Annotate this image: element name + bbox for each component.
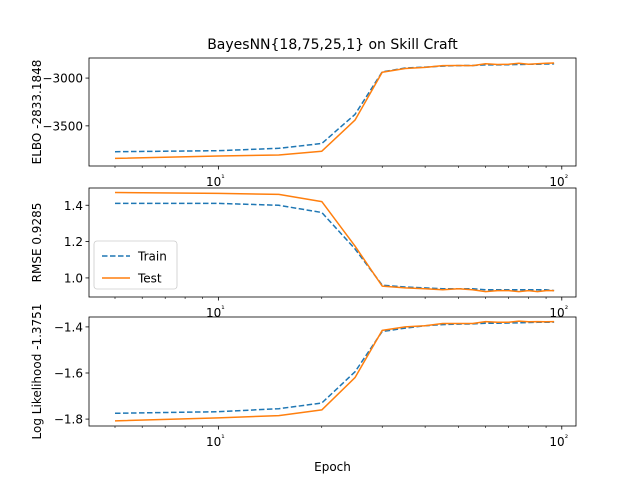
x-tick-label-base: 10 xyxy=(206,306,221,320)
x-tick-label-exponent: ¹ xyxy=(221,305,224,315)
y-tick-label: 1.0 xyxy=(64,271,83,285)
x-tick-label: 10² xyxy=(549,434,568,449)
chart-title: BayesNN{18,75,25,1} on Skill Craft xyxy=(207,37,458,53)
series-line-test xyxy=(114,62,555,160)
axes-frame xyxy=(88,187,577,298)
x-axis-label: Epoch xyxy=(314,460,351,474)
x-tick-label-exponent: ¹ xyxy=(221,174,224,184)
x-tick-label-exponent: ² xyxy=(565,434,568,444)
y-tick-label: −3500 xyxy=(42,119,83,133)
y-tick-label: 1.2 xyxy=(64,235,83,249)
x-tick-label: 10¹ xyxy=(206,434,225,449)
x-tick-label-exponent: ² xyxy=(565,174,568,184)
y-tick-label: −1.8 xyxy=(54,413,83,427)
x-tick-label: 10² xyxy=(549,174,568,189)
legend-box xyxy=(93,240,178,290)
y-tick-label: −1.6 xyxy=(54,366,83,380)
series-line-test xyxy=(114,320,555,422)
y-tick-label: −1.4 xyxy=(54,320,83,334)
y-tick-label: 1.4 xyxy=(64,199,83,213)
series-line-test xyxy=(114,191,555,293)
x-tick-label-exponent: ² xyxy=(565,305,568,315)
y-axis-label: Log Likelihood -1.3751 xyxy=(30,304,44,440)
axes-frame xyxy=(88,57,577,167)
x-tick-label-exponent: ¹ xyxy=(221,434,224,444)
x-tick-label: 10¹ xyxy=(206,174,225,189)
x-tick-label-base: 10 xyxy=(549,435,564,449)
x-tick-label: 10² xyxy=(549,305,568,320)
y-axis-label: ELBO -2833.1848 xyxy=(30,60,44,165)
x-tick-label-base: 10 xyxy=(549,175,564,189)
y-axis-label: RMSE 0.9285 xyxy=(30,203,44,283)
y-tick-label: −3000 xyxy=(42,72,83,86)
x-tick-label-base: 10 xyxy=(206,435,221,449)
x-tick-label-base: 10 xyxy=(206,175,221,189)
legend: Train Test xyxy=(93,240,178,290)
x-tick-label: 10¹ xyxy=(206,305,225,320)
axes-frame xyxy=(88,316,577,427)
legend-label-test: Test xyxy=(137,272,162,286)
x-tick-label-base: 10 xyxy=(549,306,564,320)
legend-label-train: Train xyxy=(137,250,167,264)
